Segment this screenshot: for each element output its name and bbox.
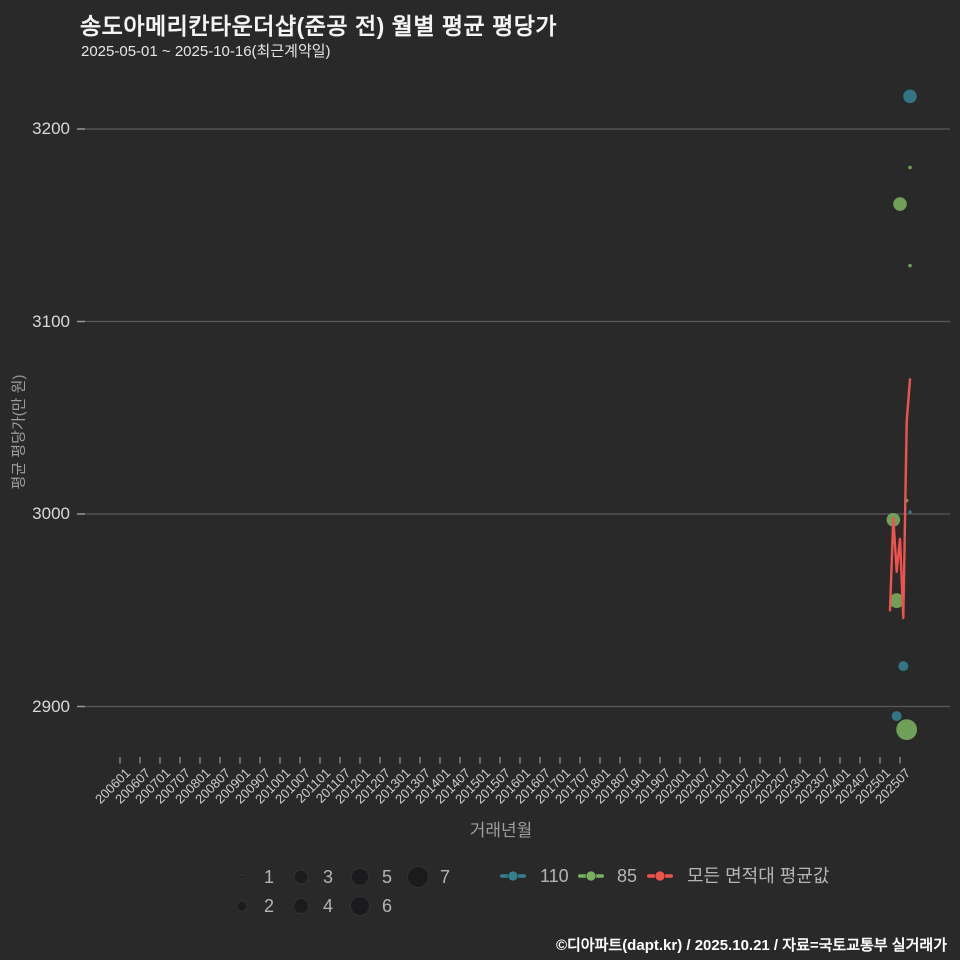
copyright-credit: ©디아파트(dapt.kr) / 2025.10.21 / 자료=국토교통부 실… (555, 937, 947, 954)
legend-teal-dot (507, 870, 519, 882)
legend-size-label: 4 (322, 896, 334, 916)
legend-size-circle (236, 900, 248, 912)
legend-size-label: 6 (381, 896, 393, 916)
y-tick-label: 2900 (32, 696, 70, 716)
y-axis-title: 평균 평당가(만 원) (10, 374, 28, 490)
legend-size-circle (293, 869, 309, 885)
scatter-point-110 (903, 89, 917, 104)
legend-series-label: 110 (540, 866, 569, 886)
average-line (888, 378, 912, 620)
legend-green-dot (585, 870, 597, 882)
legend-red-dot (654, 870, 666, 882)
scatter-point-85 (908, 263, 912, 268)
chart-title: 송도아메리칸타운더샵(준공 전) 월별 평균 평당가 (80, 13, 558, 39)
legend-size-label: 2 (263, 896, 275, 916)
legend-size-circle (350, 867, 370, 887)
scatter-point-85 (893, 197, 907, 211)
legend-size-label: 5 (381, 867, 393, 887)
legend-size-circle (239, 874, 245, 880)
y-tick-label: 3200 (32, 119, 70, 138)
scatter-point-85 (908, 165, 912, 170)
legend-size-circle (350, 896, 370, 916)
scatter-point-110 (898, 661, 909, 672)
x-axis-title: 거래년월 (469, 821, 533, 840)
scatter-point-85 (896, 719, 918, 740)
scatter-point-85 (889, 593, 905, 609)
legend-size-circle (407, 866, 429, 888)
scatter-point-110 (908, 510, 912, 514)
legend-series-label: 모든 면적대 평균값 (687, 866, 830, 886)
legend-size-label: 7 (439, 867, 451, 887)
legend-size-label: 3 (322, 867, 334, 887)
legend-size-label: 1 (263, 867, 275, 887)
y-tick-label: 3100 (32, 311, 70, 331)
y-tick-label: 3000 (32, 504, 70, 523)
legend-series-label: 85 (617, 866, 638, 886)
legend-size-circle (293, 898, 309, 914)
scatter-point-110 (891, 711, 902, 722)
chart-subtitle: 2025-05-01 ~ 2025-10-16(최근계약일) (81, 43, 331, 60)
